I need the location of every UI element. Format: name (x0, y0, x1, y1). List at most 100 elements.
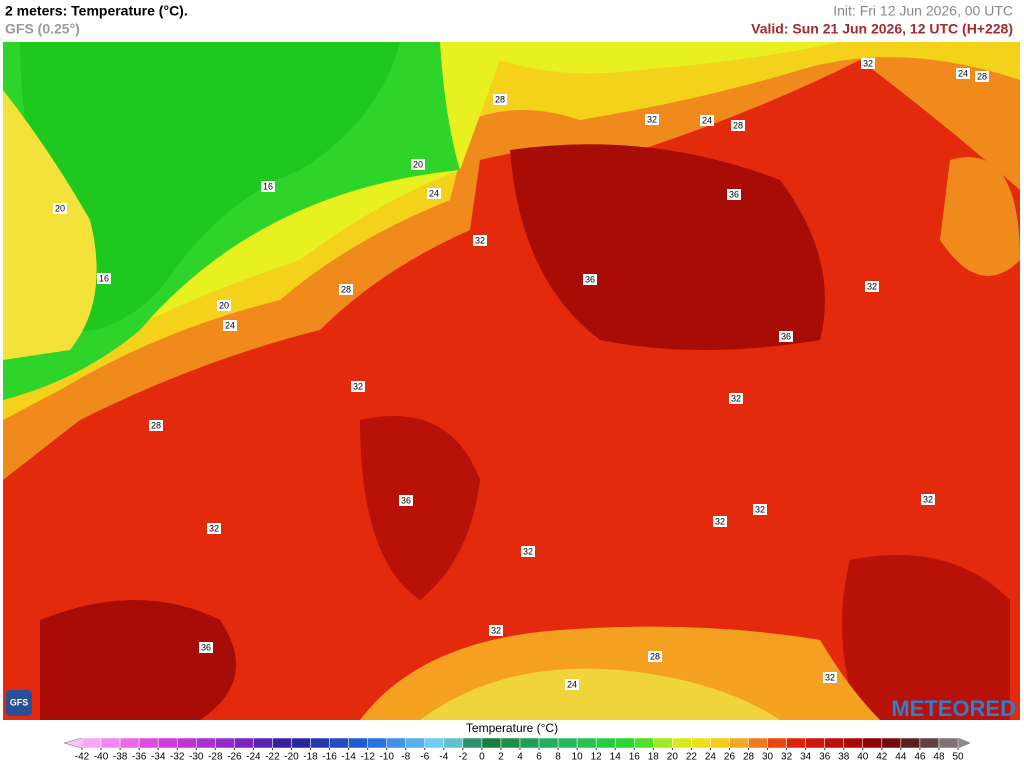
hot-east (842, 555, 1010, 720)
contour-label: 36 (585, 274, 595, 284)
colorbar-label: -26 (227, 752, 242, 763)
colorbar-cell (405, 737, 426, 749)
contour-label: 28 (341, 284, 351, 294)
colorbar-cell (272, 737, 292, 749)
colorbar-cell (196, 737, 216, 749)
contour-label: 36 (729, 189, 739, 199)
contour-label: 32 (825, 672, 835, 682)
colorbar-label: -8 (401, 752, 410, 763)
colorbar-label: 26 (724, 752, 736, 763)
land-west (3, 90, 97, 360)
colorbar-label: 10 (572, 752, 584, 763)
contour-label: 32 (523, 546, 533, 556)
contour-label: 20 (219, 300, 229, 310)
colorbar-cell (729, 737, 749, 749)
colorbar-cell (843, 737, 864, 749)
colorbar-cell (576, 737, 597, 749)
arrow-right (957, 737, 971, 749)
colorbar-cell (367, 737, 387, 749)
colorbar-label: 8 (555, 752, 561, 763)
colorbar-label: -24 (246, 752, 261, 763)
contour-label-box (861, 58, 875, 69)
colorbar-label: 18 (648, 752, 660, 763)
contour-label-box (956, 68, 970, 79)
arrow-left (63, 737, 83, 749)
colorbar-label: -14 (341, 752, 356, 763)
contour-label-box (779, 331, 793, 342)
colorbar-label: -36 (132, 752, 147, 763)
colorbar-cell (881, 737, 902, 749)
colorbar-cell (805, 737, 825, 749)
colorbar-label: 22 (686, 752, 698, 763)
colorbar-cell (348, 737, 368, 749)
contour-label: 28 (650, 651, 660, 661)
contour-label: 32 (731, 393, 741, 403)
colorbar-cell (938, 737, 959, 749)
contour-label-box (223, 320, 237, 331)
colorbar-label: 38 (838, 752, 850, 763)
hot-rhine (360, 416, 480, 600)
contour-label: 28 (733, 120, 743, 130)
contour-label-box (713, 516, 727, 527)
colorbar-cell (234, 737, 254, 749)
colorbar-cell (710, 737, 730, 749)
colorbar-cell (462, 737, 483, 749)
contour-label-box (53, 203, 67, 214)
contour-label-box (489, 625, 503, 636)
colorbar-label: -4 (439, 752, 448, 763)
contour-label-box (97, 273, 111, 284)
colorbar-cell (157, 737, 178, 749)
contour-label: 24 (702, 115, 712, 125)
colorbar-cell (862, 737, 883, 749)
colorbar-label: 44 (895, 752, 907, 763)
colorbar-cell (614, 737, 635, 749)
colorbar-cell (310, 737, 330, 749)
colorbar-label: 28 (743, 752, 755, 763)
colorbar-label: 48 (933, 752, 945, 763)
contour-label: 28 (495, 94, 505, 104)
contour-label: 16 (99, 273, 109, 283)
hot-southwest (40, 600, 236, 720)
colorbar-label: -10 (379, 752, 394, 763)
colorbar-label: 4 (517, 752, 523, 763)
colorbar-label: 36 (819, 752, 831, 763)
contour-label: 32 (353, 381, 363, 391)
colorbar-label: 0 (479, 752, 485, 763)
colorbar-cell (519, 737, 540, 749)
colorbar-label: -30 (189, 752, 204, 763)
colorbar-cell (481, 737, 502, 749)
colorbar-cell (81, 737, 102, 749)
contour-label-box (727, 189, 741, 200)
brand: METEORED (891, 696, 1016, 721)
contour-label: 16 (263, 181, 273, 191)
contour-label-box (975, 71, 989, 82)
colorbar-label: 50 (952, 752, 964, 763)
sea-deep (20, 42, 400, 332)
contour-label: 24 (225, 320, 235, 330)
init: Init: Fri 12 Jun 2026, 00 UTC (833, 3, 1013, 19)
gfs-text: GFS (10, 697, 29, 707)
contour-label-box (399, 495, 413, 506)
colorbar-label: -18 (303, 752, 318, 763)
contour-label: 24 (958, 68, 968, 78)
colorbar-cell (919, 737, 940, 749)
contour-label: 28 (977, 71, 987, 81)
contour-label: 32 (867, 281, 877, 291)
colorbar-cell (748, 737, 768, 749)
colorbar-cell (824, 737, 844, 749)
colorbar-cell (100, 737, 121, 749)
contour-label-box (427, 188, 441, 199)
colorbar-label: -22 (265, 752, 280, 763)
colorbar-cell (557, 737, 578, 749)
contour-label: 28 (151, 420, 161, 430)
contour-label: 24 (429, 188, 439, 198)
colorbar-label: 16 (629, 752, 641, 763)
contour-label-box (411, 159, 425, 170)
colorbar-cell (329, 737, 349, 749)
colorbar-label: 20 (667, 752, 679, 763)
contour-label: 32 (863, 58, 873, 68)
contour-label-box (207, 523, 221, 534)
contour-label: 32 (647, 114, 657, 124)
colorbar-label: 46 (914, 752, 926, 763)
